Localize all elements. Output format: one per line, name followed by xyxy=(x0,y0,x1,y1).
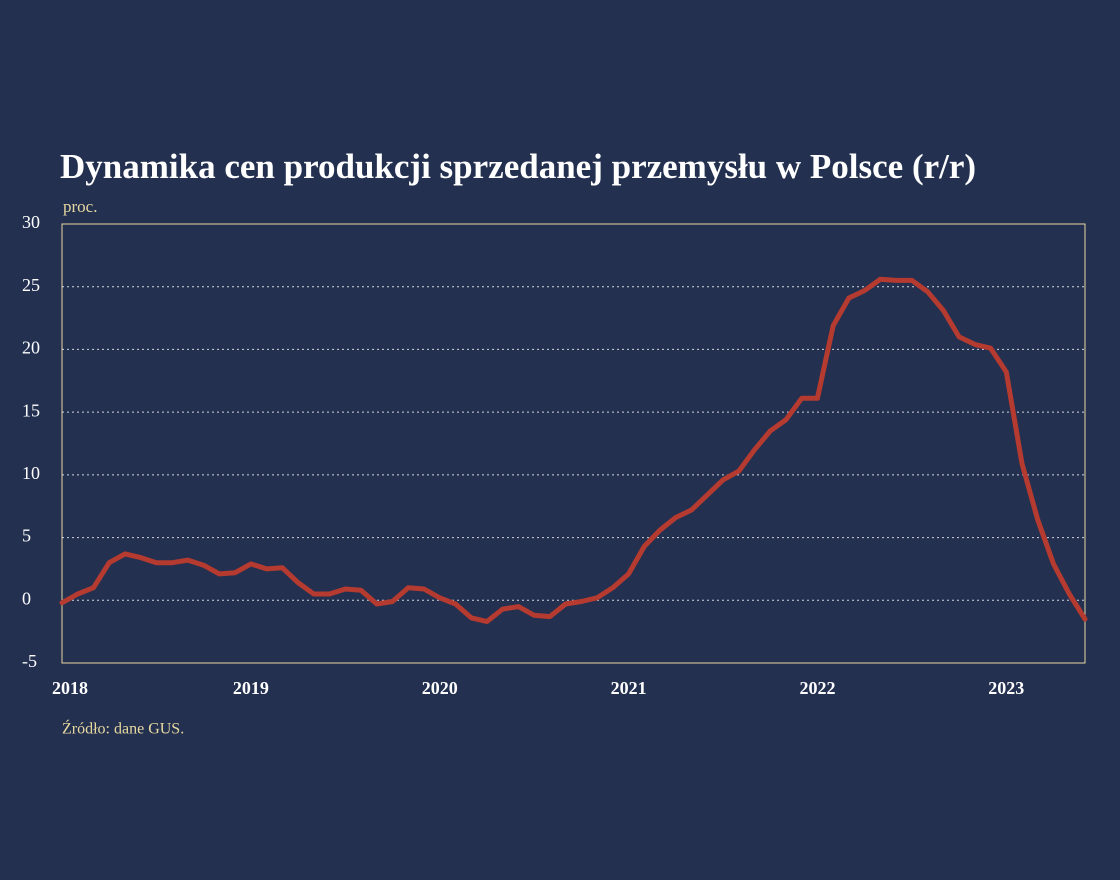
y-tick-label: 25 xyxy=(22,275,40,295)
x-tick-label: 2018 xyxy=(52,678,88,698)
y-tick-label: 0 xyxy=(22,588,31,608)
chart-title: Dynamika cen produkcji sprzedanej przemy… xyxy=(60,147,976,186)
y-tick-label: 5 xyxy=(22,526,31,546)
y-tick-label: 10 xyxy=(22,463,40,483)
x-tick-label: 2019 xyxy=(233,678,269,698)
data-line xyxy=(59,276,1088,625)
plot-frame xyxy=(61,223,1086,664)
y-tick-label: -5 xyxy=(22,651,37,671)
x-tick-label: 2020 xyxy=(422,678,458,698)
x-tick-label: 2022 xyxy=(799,678,835,698)
source-note: Źródło: dane GUS. xyxy=(62,719,184,738)
y-tick-label: 20 xyxy=(22,338,40,358)
y-unit-label: proc. xyxy=(63,197,97,216)
y-tick-label: 15 xyxy=(22,400,40,420)
x-tick-label: 2023 xyxy=(988,678,1024,698)
y-tick-label: 30 xyxy=(22,212,40,232)
x-tick-label: 2021 xyxy=(611,678,647,698)
